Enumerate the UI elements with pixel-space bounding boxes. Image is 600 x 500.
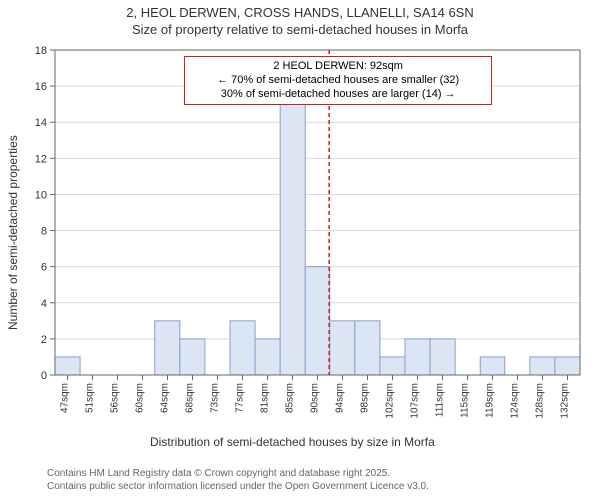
svg-text:85sqm: 85sqm — [285, 383, 296, 413]
svg-text:107sqm: 107sqm — [410, 383, 421, 419]
svg-text:56sqm: 56sqm — [110, 383, 121, 413]
svg-text:124sqm: 124sqm — [510, 383, 521, 419]
svg-text:47sqm: 47sqm — [60, 383, 71, 413]
svg-text:8: 8 — [41, 226, 47, 238]
svg-text:119sqm: 119sqm — [485, 383, 496, 418]
svg-text:12: 12 — [35, 153, 47, 165]
svg-text:51sqm: 51sqm — [85, 383, 96, 413]
footer-line2: Contains public sector information licen… — [47, 481, 429, 492]
svg-text:2: 2 — [41, 334, 47, 346]
svg-text:64sqm: 64sqm — [160, 383, 171, 413]
annotation-line1: 2 HEOL DERWEN: 92sqm — [193, 60, 483, 74]
svg-text:18: 18 — [35, 45, 47, 57]
svg-text:6: 6 — [41, 262, 47, 274]
svg-text:115sqm: 115sqm — [460, 383, 471, 418]
svg-text:68sqm: 68sqm — [185, 383, 196, 413]
title-subtitle: Size of property relative to semi-detach… — [0, 22, 600, 39]
title-address: 2, HEOL DERWEN, CROSS HANDS, LLANELLI, S… — [0, 0, 600, 22]
svg-text:0: 0 — [41, 370, 47, 382]
annotation-line2: ← 70% of semi-detached houses are smalle… — [193, 74, 483, 88]
svg-text:98sqm: 98sqm — [360, 383, 371, 413]
svg-text:81sqm: 81sqm — [260, 383, 271, 413]
annotation-box: 2 HEOL DERWEN: 92sqm ← 70% of semi-detac… — [184, 56, 492, 105]
svg-text:10: 10 — [35, 189, 47, 201]
svg-text:14: 14 — [35, 117, 47, 129]
svg-text:60sqm: 60sqm — [135, 383, 146, 413]
svg-text:16: 16 — [35, 81, 47, 93]
svg-text:77sqm: 77sqm — [235, 383, 246, 413]
svg-text:73sqm: 73sqm — [210, 383, 221, 413]
svg-text:94sqm: 94sqm — [335, 383, 346, 413]
svg-text:90sqm: 90sqm — [310, 383, 321, 413]
x-axis-label: Distribution of semi-detached houses by … — [150, 435, 435, 449]
svg-text:102sqm: 102sqm — [385, 383, 396, 419]
svg-text:132sqm: 132sqm — [560, 383, 571, 419]
annotation-line3: 30% of semi-detached houses are larger (… — [193, 88, 483, 102]
svg-text:4: 4 — [41, 298, 47, 310]
svg-text:128sqm: 128sqm — [535, 383, 546, 419]
footer-line1: Contains HM Land Registry data © Crown c… — [47, 468, 390, 479]
svg-text:111sqm: 111sqm — [435, 383, 446, 417]
